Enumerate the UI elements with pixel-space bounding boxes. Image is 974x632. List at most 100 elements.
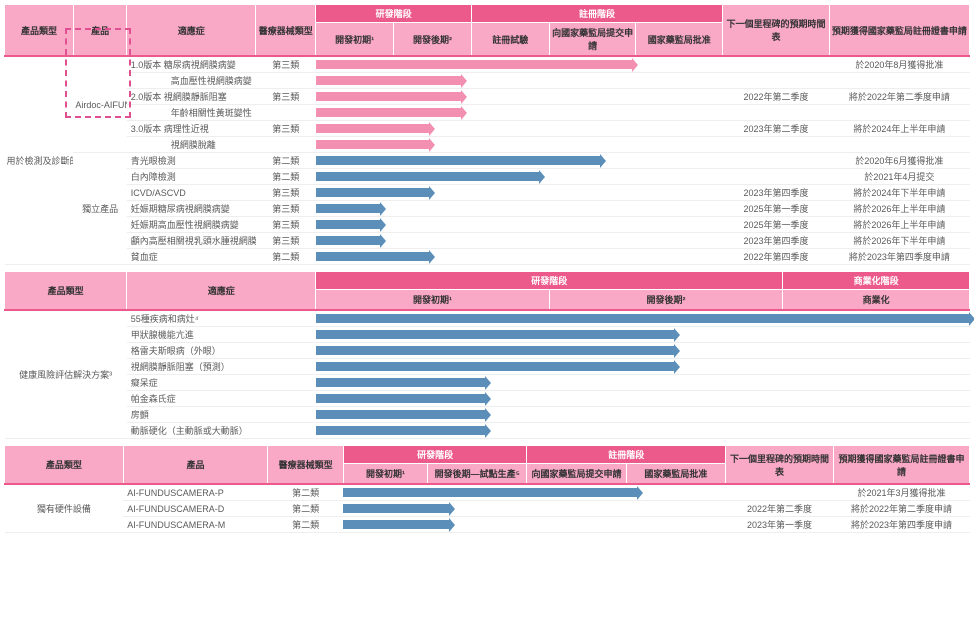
hdr-indication: 適應症	[127, 5, 256, 57]
expected-reg: 於2021年3月獲得批准	[833, 484, 969, 501]
progress-bar	[316, 330, 676, 339]
hdr3-approve: 國家藥監局批准	[626, 464, 725, 485]
indication: 妊娠期糖尿病視網膜病變	[127, 201, 256, 217]
class	[256, 105, 316, 121]
indication: 甲狀腺機能亢進	[127, 327, 316, 343]
pipeline-table-1: 產品類型 產品 適應症 醫療器械類型 研發階段 註冊階段 下一個里程碑的預期時間…	[4, 4, 970, 265]
product: AI-FUNDUSCAMERA-P	[123, 484, 268, 501]
indication: 白內障檢測	[127, 169, 256, 185]
class: 第二類	[256, 169, 316, 185]
cat-indep: 獨立產品	[73, 153, 126, 265]
expected-reg: 將於2022年第二季度申請	[829, 89, 969, 105]
progress-bar	[316, 346, 676, 355]
indication: 妊娠期高血壓性視網膜病變	[127, 217, 256, 233]
expected-reg: 將於2026年下半年申請	[829, 233, 969, 249]
hdr-trial: 註冊試驗	[471, 23, 549, 57]
bar-track	[316, 89, 723, 105]
progress-bar	[316, 76, 462, 85]
class: 第三類	[256, 121, 316, 137]
hdr-class: 醫療器械類型	[256, 5, 316, 57]
bar-track	[316, 153, 723, 169]
hdr-submit: 向國家藥監局提交申請	[549, 23, 636, 57]
indication: 3.0版本 病理性近視	[127, 121, 256, 137]
progress-bar	[316, 92, 462, 101]
bar-track	[316, 217, 723, 233]
expected-reg: 於2020年8月獲得批准	[829, 56, 969, 73]
indication: 顱內高壓相關視乳頭水腫視網膜病變	[127, 233, 256, 249]
bar-track	[316, 310, 970, 327]
progress-bar	[316, 172, 540, 181]
milestone: 2022年第二季度	[726, 501, 834, 517]
indication: 年齡相關性黃斑變性	[127, 105, 256, 121]
cat-hw: 獨有硬件設備	[5, 484, 124, 533]
bar-track	[316, 137, 723, 153]
milestone	[723, 56, 830, 73]
hdr-er: 預期獲得國家藥監局註冊證書申請	[829, 5, 969, 57]
indication: ICVD/ASCVD	[127, 185, 256, 201]
hdr-reg: 註冊階段	[471, 5, 722, 23]
bar-track	[316, 327, 970, 343]
class: 第三類	[256, 56, 316, 73]
indication: 青光眼檢測	[127, 153, 256, 169]
prod-airdoc: Airdoc-AIFUNDUS	[73, 56, 126, 153]
progress-bar	[316, 252, 430, 261]
cat-samd: 用於檢測及診斷的SaMD	[5, 56, 74, 265]
progress-bar	[316, 124, 430, 133]
indication: 貧血症	[127, 249, 256, 265]
hdr-rd: 研發階段	[316, 5, 472, 23]
pipeline-table-2: 產品類型 適應症 研發階段 商業化階段 開發初期¹ 開發後期² 商業化 健康風險…	[4, 271, 970, 439]
product: AI-FUNDUSCAMERA-D	[123, 501, 268, 517]
hdr3-rd: 研發階段	[343, 446, 527, 464]
indication: 癡呆症	[127, 375, 316, 391]
expected-reg: 將於2026年上半年申請	[829, 217, 969, 233]
class: 第三類	[256, 217, 316, 233]
bar-track	[316, 391, 970, 407]
class: 第三類	[256, 201, 316, 217]
milestone	[723, 73, 830, 89]
indication: 房顫	[127, 407, 316, 423]
progress-bar	[343, 520, 450, 529]
milestone: 2022年第二季度	[723, 89, 830, 105]
bar-track	[343, 501, 725, 517]
hdr2-ind: 適應症	[127, 272, 316, 311]
progress-bar	[316, 140, 430, 149]
indication: 視網膜靜脈阻塞（預測）	[127, 359, 316, 375]
class: 第二類	[268, 517, 344, 533]
bar-track	[316, 375, 970, 391]
product: AI-FUNDUSCAMERA-M	[123, 517, 268, 533]
cat-health: 健康風險評估解決方案³	[5, 310, 127, 439]
pipeline-table-3: 產品類型 產品 醫療器械類型 研發階段 註冊階段 下一個里程碑的預期時間表 預期…	[4, 445, 970, 533]
progress-bar	[316, 378, 486, 387]
class	[256, 137, 316, 153]
progress-bar	[316, 108, 462, 117]
milestone: 2023年第四季度	[723, 185, 830, 201]
hdr-prodtype: 產品類型	[5, 5, 74, 57]
hdr-early: 開發初期¹	[316, 23, 394, 57]
hdr2-cs: 商業化階段	[783, 272, 970, 290]
progress-bar	[316, 410, 486, 419]
milestone: 2023年第四季度	[723, 233, 830, 249]
bar-track	[316, 359, 970, 375]
hdr3-prod: 產品	[123, 446, 268, 485]
hdr-late: 開發後期²	[394, 23, 472, 57]
progress-bar	[316, 60, 633, 69]
expected-reg: 於2021年4月提交	[829, 169, 969, 185]
hdr-approve: 國家藥監局批准	[636, 23, 723, 57]
bar-track	[316, 56, 723, 73]
hdr-ms: 下一個里程碑的預期時間表	[723, 5, 830, 57]
class	[256, 73, 316, 89]
indication: 動脈硬化（主動脈或大動脈）	[127, 423, 316, 439]
hdr-product: 產品	[73, 5, 126, 57]
bar-track	[343, 517, 725, 533]
expected-reg: 將於2026年上半年申請	[829, 201, 969, 217]
bar-track	[316, 169, 723, 185]
milestone: 2025年第一季度	[723, 201, 830, 217]
progress-bar	[343, 504, 450, 513]
progress-bar	[316, 314, 970, 323]
expected-reg: 於2020年6月獲得批准	[829, 153, 969, 169]
indication: 帕金森氏症	[127, 391, 316, 407]
bar-track	[316, 73, 723, 89]
expected-reg: 將於2024年上半年申請	[829, 121, 969, 137]
bar-track	[316, 407, 970, 423]
class: 第三類	[256, 185, 316, 201]
